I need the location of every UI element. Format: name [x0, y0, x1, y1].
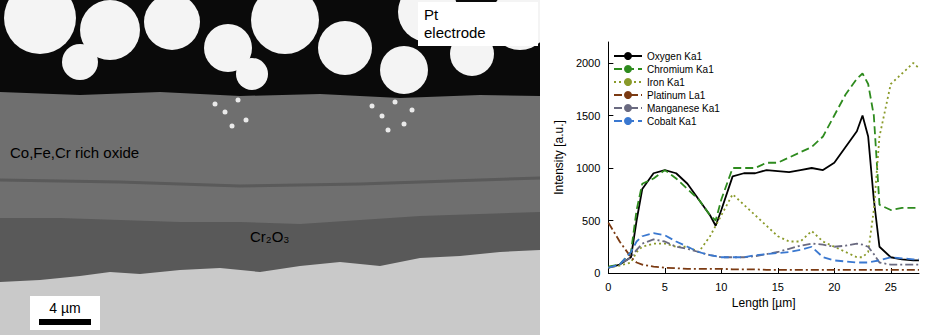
svg-text:Intensity [a.u.]: Intensity [a.u.] [552, 120, 566, 195]
svg-text:5: 5 [662, 281, 668, 293]
svg-text:10: 10 [715, 281, 727, 293]
svg-text:2000: 2000 [576, 57, 600, 69]
svg-text:1500: 1500 [576, 110, 600, 122]
svg-text:Ptelectrode: Ptelectrode [424, 6, 486, 41]
svg-text:Platinum La1: Platinum La1 [647, 90, 706, 101]
svg-text:4 µm: 4 µm [49, 300, 80, 316]
svg-text:1000: 1000 [576, 162, 600, 174]
svg-text:Co,Fe,Cr rich oxide: Co,Fe,Cr rich oxide [10, 144, 139, 161]
svg-text:20: 20 [828, 281, 840, 293]
svg-text:Oxygen Ka1: Oxygen Ka1 [647, 51, 702, 62]
svg-text:Length [µm]: Length [µm] [732, 296, 796, 310]
svg-text:Cr₂O₃: Cr₂O₃ [250, 228, 289, 245]
svg-text:0: 0 [594, 267, 600, 279]
svg-text:15: 15 [772, 281, 784, 293]
svg-text:0: 0 [605, 281, 611, 293]
svg-text:Manganese Ka1: Manganese Ka1 [647, 103, 720, 114]
svg-text:Iron Ka1: Iron Ka1 [647, 77, 685, 88]
svg-text:Cobalt Ka1: Cobalt Ka1 [647, 116, 697, 127]
svg-text:500: 500 [582, 215, 600, 227]
svg-text:Chromium Ka1: Chromium Ka1 [647, 64, 714, 75]
svg-text:25: 25 [885, 281, 897, 293]
